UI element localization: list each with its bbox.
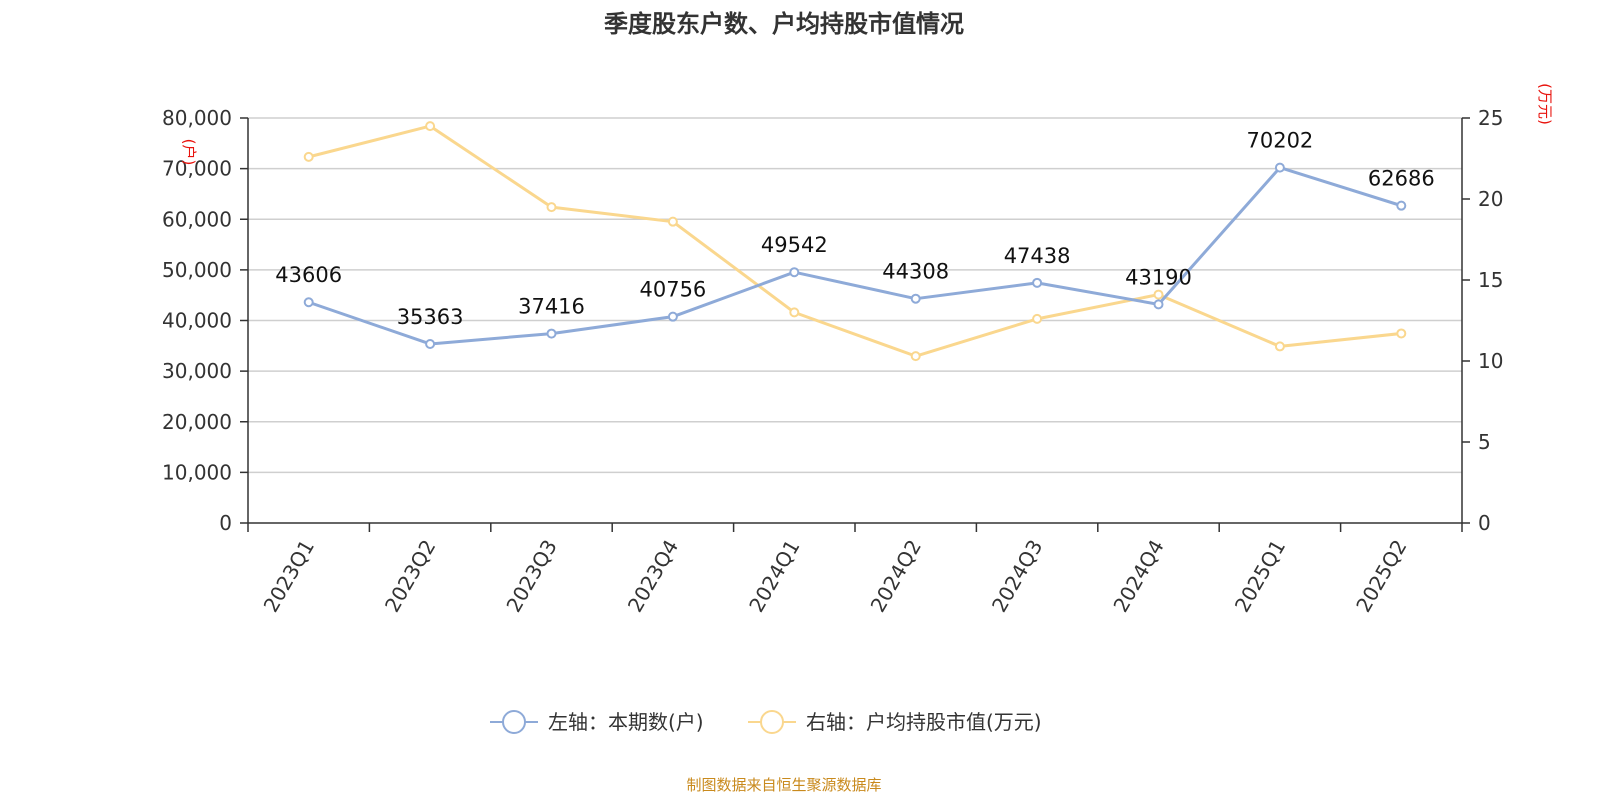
x-tick-label: 2025Q2: [1351, 536, 1411, 617]
data-point: [546, 202, 557, 213]
data-label: 43606: [275, 263, 342, 287]
data-label: 62686: [1368, 167, 1435, 191]
axes: 0 10,000 20,000 30,000 40,000 50,000 60,000 70,…: [162, 106, 1503, 616]
right-tick-label: 0: [1478, 511, 1491, 535]
left-tick-label: 30,000: [162, 359, 232, 383]
x-tick-label: 2024Q3: [987, 536, 1047, 617]
source-note: 制图数据来自恒生聚源数据库: [686, 776, 881, 794]
data-point: [1032, 277, 1043, 288]
legend-label: 右轴：户均持股市值(万元): [806, 710, 1042, 734]
left-tick-label: 40,000: [162, 309, 232, 333]
legend-marker: [502, 710, 526, 734]
chart-title: 季度股东户数、户均持股市值情况: [604, 10, 964, 38]
data-label: 43190: [1125, 265, 1192, 289]
data-label: 49542: [761, 233, 828, 257]
data-point: [425, 121, 436, 132]
legend[interactable]: 左轴：本期数(户) 右轴：户均持股市值(万元): [490, 710, 1042, 734]
data-point: [1274, 162, 1285, 173]
x-tick-label: 2025Q1: [1230, 536, 1290, 617]
right-tick-label: 5: [1478, 430, 1491, 454]
data-label: 70202: [1246, 129, 1313, 153]
data-point: [789, 307, 800, 318]
data-point: [303, 297, 314, 308]
x-tick-label: 2024Q4: [1108, 536, 1168, 617]
axis-unit-label: (户): [180, 139, 198, 166]
data-label: 35363: [397, 305, 464, 329]
data-label: 44308: [882, 260, 949, 284]
right-tick-label: 20: [1478, 187, 1503, 211]
data-point: [667, 216, 678, 227]
left-tick-label: 10,000: [162, 460, 232, 484]
legend-item[interactable]: 右轴：户均持股市值(万元): [748, 710, 1042, 734]
series-line-households: [308, 166, 1402, 346]
data-point: [1396, 328, 1407, 339]
right-tick-label: 15: [1478, 268, 1503, 292]
axis-unit-label: (万元): [1536, 83, 1554, 125]
series-line-avg-holding-value: [308, 124, 1402, 358]
left-tick-label: 20,000: [162, 410, 232, 434]
data-point: [1153, 299, 1164, 310]
left-axis-unit: (户): [180, 139, 198, 166]
data-point: [425, 338, 436, 349]
x-tick-label: 2023Q1: [259, 536, 319, 617]
left-tick-label: 60,000: [162, 207, 232, 231]
data-point: [910, 293, 921, 304]
series-layer: [303, 121, 1407, 362]
data-point: [910, 351, 921, 362]
right-tick-label: 25: [1478, 106, 1503, 130]
x-tick-label: 2023Q3: [501, 536, 561, 617]
data-point: [1032, 313, 1043, 324]
right-axis-unit: (万元): [1536, 83, 1554, 125]
data-point: [1274, 341, 1285, 352]
data-point: [667, 311, 678, 322]
data-labels: 43606 35363 37416 40756 49542 44308 47438 43190…: [275, 129, 1434, 329]
left-tick-label: 70,000: [162, 157, 232, 181]
right-tick-label: 10: [1478, 349, 1503, 373]
left-tick-label: 0: [219, 511, 232, 535]
x-tick-label: 2024Q2: [866, 536, 926, 617]
left-tick-label: 80,000: [162, 106, 232, 130]
x-tick-label: 2023Q2: [380, 536, 440, 617]
x-tick-label: 2024Q1: [744, 536, 804, 617]
left-tick-label: 50,000: [162, 258, 232, 282]
data-point: [546, 328, 557, 339]
data-label: 47438: [1004, 244, 1071, 268]
data-label: 40756: [639, 278, 706, 302]
legend-item[interactable]: 左轴：本期数(户): [490, 710, 704, 734]
data-label: 37416: [518, 295, 585, 319]
data-point: [1396, 200, 1407, 211]
data-point: [789, 267, 800, 278]
legend-marker: [760, 710, 784, 734]
data-point: [303, 151, 314, 162]
grid: [248, 117, 1462, 474]
data-point: [1153, 289, 1164, 300]
x-tick-label: 2023Q4: [623, 536, 683, 617]
legend-label: 左轴：本期数(户): [548, 710, 704, 734]
